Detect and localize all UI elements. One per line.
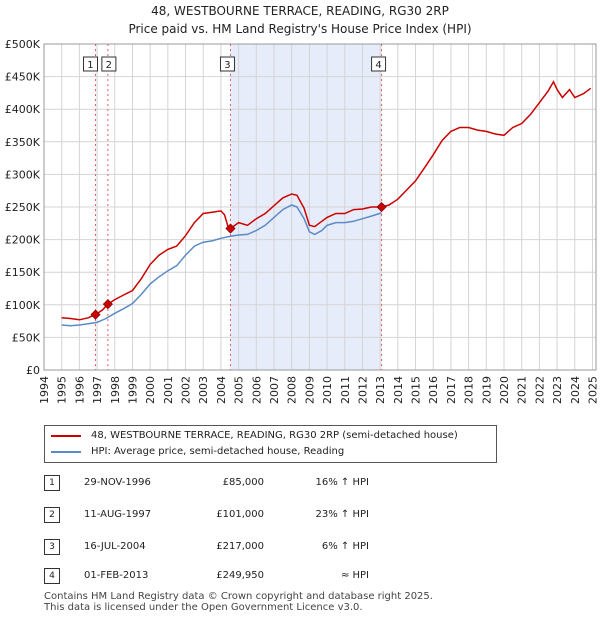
sale-date: 29-NOV-1996 — [84, 477, 151, 488]
y-tick-label: £350K — [5, 136, 41, 149]
sale-price: £249,950 — [216, 570, 264, 581]
sale-label-text: 2 — [106, 60, 112, 71]
x-tick-label: 2018 — [463, 376, 476, 404]
sale-row: 3 16-JUL-2004 £217,000 6% ↑ HPI — [44, 537, 444, 557]
chart-title: 48, WESTBOURNE TERRACE, READING, RG30 2R… — [151, 4, 449, 18]
legend-label-property: 48, WESTBOURNE TERRACE, READING, RG30 2R… — [91, 430, 458, 441]
sale-point — [90, 309, 101, 320]
x-tick-label: 2020 — [498, 376, 511, 404]
legend: 48, WESTBOURNE TERRACE, READING, RG30 2R… — [44, 425, 497, 463]
price-chart: £0 £50K £100K £150K £200K £250K £300K £350K £400… — [5, 38, 600, 404]
x-tick-label: 2022 — [533, 376, 546, 404]
sale-row: 1 29-NOV-1996 £85,000 16% ↑ HPI — [44, 473, 444, 493]
y-tick-label: £200K — [5, 234, 41, 247]
y-tick-label: £150K — [5, 266, 41, 279]
sale-hpi-relation: 23% ↑ HPI — [315, 509, 369, 520]
x-tick-label: 2004 — [215, 376, 228, 404]
legend-label-hpi: HPI: Average price, semi-detached house,… — [91, 446, 345, 457]
x-tick-label: 2003 — [197, 376, 210, 404]
x-tick-label: 1996 — [73, 376, 86, 404]
x-tick-label: 2011 — [339, 376, 352, 404]
x-tick-label: 2012 — [356, 376, 369, 404]
sale-label-box — [101, 56, 117, 72]
x-tick-label: 1999 — [126, 376, 139, 404]
y-tick-label: £400K — [5, 103, 41, 116]
sale-hpi-relation: ≈ HPI — [340, 570, 369, 581]
sale-label-box — [82, 56, 98, 72]
x-tick-label: 2005 — [233, 376, 246, 404]
x-tick-label: 1998 — [109, 376, 122, 404]
footer-copyright: Contains HM Land Registry data © Crown c… — [44, 591, 433, 602]
sale-label-text: 1 — [87, 60, 93, 71]
hpi-series-line — [61, 204, 382, 327]
legend-swatch-hpi — [51, 451, 81, 453]
x-tick-label: 2001 — [162, 376, 175, 404]
sale-date: 16-JUL-2004 — [84, 541, 146, 552]
x-tick-label: 1994 — [38, 376, 51, 404]
x-tick-label: 2009 — [303, 376, 316, 404]
x-tick-label: 2007 — [268, 376, 281, 404]
sale-price: £217,000 — [216, 541, 264, 552]
x-tick-label: 2024 — [569, 376, 582, 404]
sale-row: 4 01-FEB-2013 £249,950 ≈ HPI — [44, 566, 444, 586]
property-series-line — [61, 80, 592, 321]
sale-price: £85,000 — [222, 477, 264, 488]
x-tick-label: 2006 — [250, 376, 263, 404]
x-tick-label: 2008 — [286, 376, 299, 404]
y-tick-label: £50K — [12, 331, 41, 344]
y-tick-label: £450K — [5, 71, 41, 84]
sale-number: 3 — [44, 539, 60, 555]
x-tick-label: 2019 — [480, 376, 493, 404]
chart-subtitle: Price paid vs. HM Land Registry's House … — [128, 22, 472, 36]
sale-point — [102, 299, 113, 310]
x-tick-label: 2017 — [445, 376, 458, 404]
x-tick-label: 1995 — [56, 376, 69, 404]
sale-number: 2 — [44, 507, 60, 523]
sale-row: 2 11-AUG-1997 £101,000 23% ↑ HPI — [44, 505, 444, 525]
x-tick-label: 2014 — [392, 376, 405, 404]
sale-point — [225, 223, 236, 234]
sale-hpi-relation: 16% ↑ HPI — [315, 477, 369, 488]
x-tick-label: 2025 — [586, 376, 599, 404]
x-tick-label: 1997 — [91, 376, 104, 404]
y-tick-label: £500K — [5, 38, 41, 51]
sale-label-text: 3 — [224, 60, 230, 71]
sale-point — [376, 201, 387, 213]
sale-date: 01-FEB-2013 — [84, 570, 149, 581]
x-tick-label: 2016 — [427, 376, 440, 404]
x-tick-label: 2021 — [516, 376, 529, 404]
x-tick-label: 2023 — [551, 376, 564, 404]
x-tick-label: 2000 — [144, 376, 157, 404]
plot-border — [43, 43, 597, 371]
sale-hpi-relation: 6% ↑ HPI — [321, 541, 369, 552]
sale-label-box — [219, 56, 235, 72]
sale-price: £101,000 — [216, 509, 264, 520]
y-tick-label: £300K — [5, 168, 41, 181]
sale-date: 11-AUG-1997 — [84, 509, 152, 520]
y-tick-label: £100K — [5, 299, 41, 312]
sale-label-text: 4 — [375, 60, 381, 71]
y-tick-label: £250K — [5, 201, 41, 214]
sale-label-box — [371, 56, 387, 72]
x-tick-label: 2010 — [321, 376, 334, 404]
legend-swatch-property — [51, 435, 81, 437]
x-tick-label: 2002 — [180, 376, 193, 404]
footer-license: This data is licensed under the Open Gov… — [44, 602, 363, 613]
y-tick-label: £0 — [26, 364, 40, 377]
x-tick-label: 2013 — [374, 376, 387, 404]
sale-number: 4 — [44, 568, 60, 584]
sale-number: 1 — [44, 475, 60, 491]
x-tick-label: 2015 — [410, 376, 423, 404]
